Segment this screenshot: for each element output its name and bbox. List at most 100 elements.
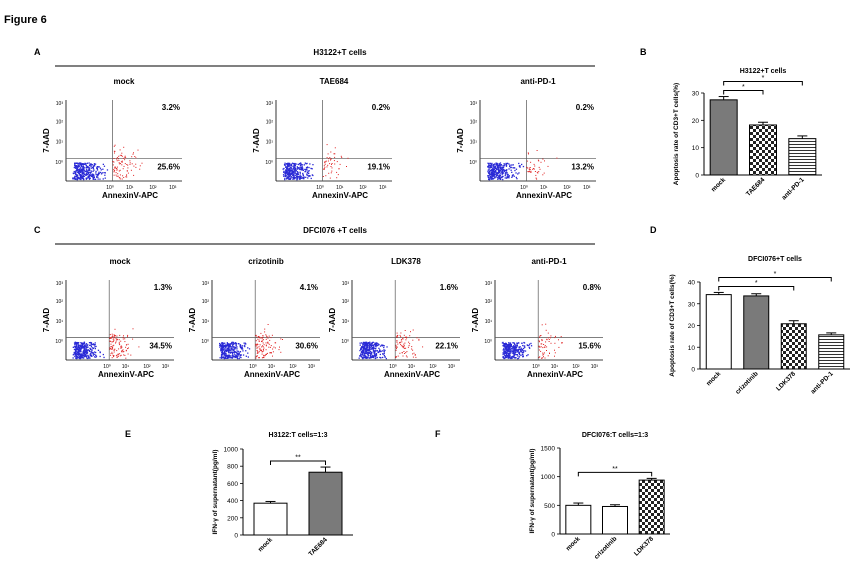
flow-event-negative <box>83 341 86 344</box>
flow-event-positive <box>546 346 548 348</box>
flow-event-negative <box>487 169 489 171</box>
bar-ldk378 <box>638 479 665 535</box>
flow-event-negative <box>496 168 498 170</box>
flow-event-negative <box>86 353 88 355</box>
flow-event-negative <box>84 345 86 348</box>
flow-event-positive <box>539 356 541 358</box>
flow-event-positive <box>117 175 119 177</box>
flow-event-negative <box>307 177 309 179</box>
bar-chart-title: H3122+T cells <box>740 68 787 75</box>
flow-event-negative <box>79 176 82 178</box>
flow-event-positive <box>547 337 549 339</box>
flow-event-negative <box>371 347 374 349</box>
flow-event-positive <box>116 168 118 170</box>
flow-event-negative <box>92 178 94 180</box>
flow-event-negative <box>232 341 234 343</box>
flow-event-positive <box>271 352 272 354</box>
bar-crizotinib <box>743 295 770 370</box>
flow-event-negative <box>77 351 80 353</box>
flow-event-negative <box>364 351 366 353</box>
flow-event-negative <box>521 349 524 351</box>
flow-event-positive <box>119 174 121 176</box>
flow-event-positive <box>127 348 128 350</box>
flow-event-positive <box>115 341 117 343</box>
flow-event-negative <box>502 343 505 345</box>
flow-event-positive <box>404 336 406 338</box>
flow-event-negative <box>76 356 79 358</box>
flow-event-positive <box>536 178 538 180</box>
flow-event-positive <box>538 349 540 351</box>
flow-event-negative <box>376 344 378 347</box>
flow-event-negative <box>98 171 100 173</box>
flow-event-negative <box>237 353 240 355</box>
flow-event-negative <box>503 170 506 172</box>
flow-event-negative <box>247 356 249 358</box>
flow-event-positive <box>116 350 118 352</box>
flow-event-negative <box>287 177 289 179</box>
flow-event-negative <box>79 162 81 164</box>
flow-event-negative <box>379 349 381 351</box>
flow-event-negative <box>298 163 300 166</box>
flow-event-negative <box>511 357 513 359</box>
flow-event-negative <box>369 357 371 359</box>
flow-event-negative <box>501 168 503 170</box>
flow-event-positive <box>129 163 131 165</box>
flow-event-negative <box>507 176 509 179</box>
panel-letter-d: D <box>650 225 657 235</box>
flow-event-positive <box>124 338 126 340</box>
flow-event-positive <box>404 342 406 344</box>
flow-event-negative <box>374 353 376 355</box>
flow-event-negative <box>83 175 86 177</box>
flow-event-negative <box>502 168 504 170</box>
flow-plot-title: TAE684 <box>320 77 349 86</box>
flow-event-positive <box>331 167 333 169</box>
flow-event-negative <box>89 177 91 179</box>
flow-event-negative <box>77 353 80 355</box>
flow-event-positive <box>125 176 127 178</box>
flow-event-negative <box>501 342 504 344</box>
flow-event-negative <box>297 167 299 169</box>
flow-event-positive <box>400 336 402 338</box>
flow-event-negative <box>510 348 513 350</box>
flow-event-negative <box>506 354 509 356</box>
flow-event-negative <box>503 344 505 346</box>
flow-event-negative <box>292 165 294 168</box>
flow-event-positive <box>111 348 113 350</box>
flow-event-negative <box>367 352 369 354</box>
flow-event-positive <box>533 168 535 170</box>
flow-event-negative <box>500 178 502 180</box>
flow-event-negative <box>224 344 226 346</box>
flow-event-negative <box>80 354 82 356</box>
flow-event-positive <box>109 347 111 349</box>
flow-event-negative <box>84 348 86 350</box>
bar-category-label: crizotinib <box>734 370 759 395</box>
flow-event-negative <box>75 348 77 350</box>
flow-event-positive <box>265 342 267 344</box>
flow-event-negative <box>516 351 518 353</box>
flow-event-negative <box>80 165 83 167</box>
flow-event-negative <box>288 165 290 167</box>
flow-event-positive <box>326 157 328 159</box>
flow-event-negative <box>77 345 80 347</box>
flow-event-negative <box>375 354 378 356</box>
flow-event-positive <box>540 350 542 352</box>
flow-event-positive <box>118 155 120 157</box>
flow-event-negative <box>495 170 497 172</box>
flow-event-negative <box>289 164 291 166</box>
flow-event-positive <box>124 155 126 157</box>
flow-event-negative <box>300 162 302 164</box>
flow-event-negative <box>90 174 92 176</box>
flow-event-positive <box>409 335 411 337</box>
flow-event-positive <box>405 347 407 349</box>
flow-event-positive <box>554 342 556 344</box>
flow-event-negative <box>514 357 516 359</box>
flow-event-negative <box>505 349 507 351</box>
flow-event-negative <box>83 349 86 351</box>
flow-event-negative <box>498 176 500 178</box>
flow-event-negative <box>234 354 237 356</box>
flow-event-negative <box>91 175 93 177</box>
flow-event-negative <box>509 165 511 168</box>
flow-event-negative <box>73 348 76 351</box>
flow-events <box>501 323 563 360</box>
